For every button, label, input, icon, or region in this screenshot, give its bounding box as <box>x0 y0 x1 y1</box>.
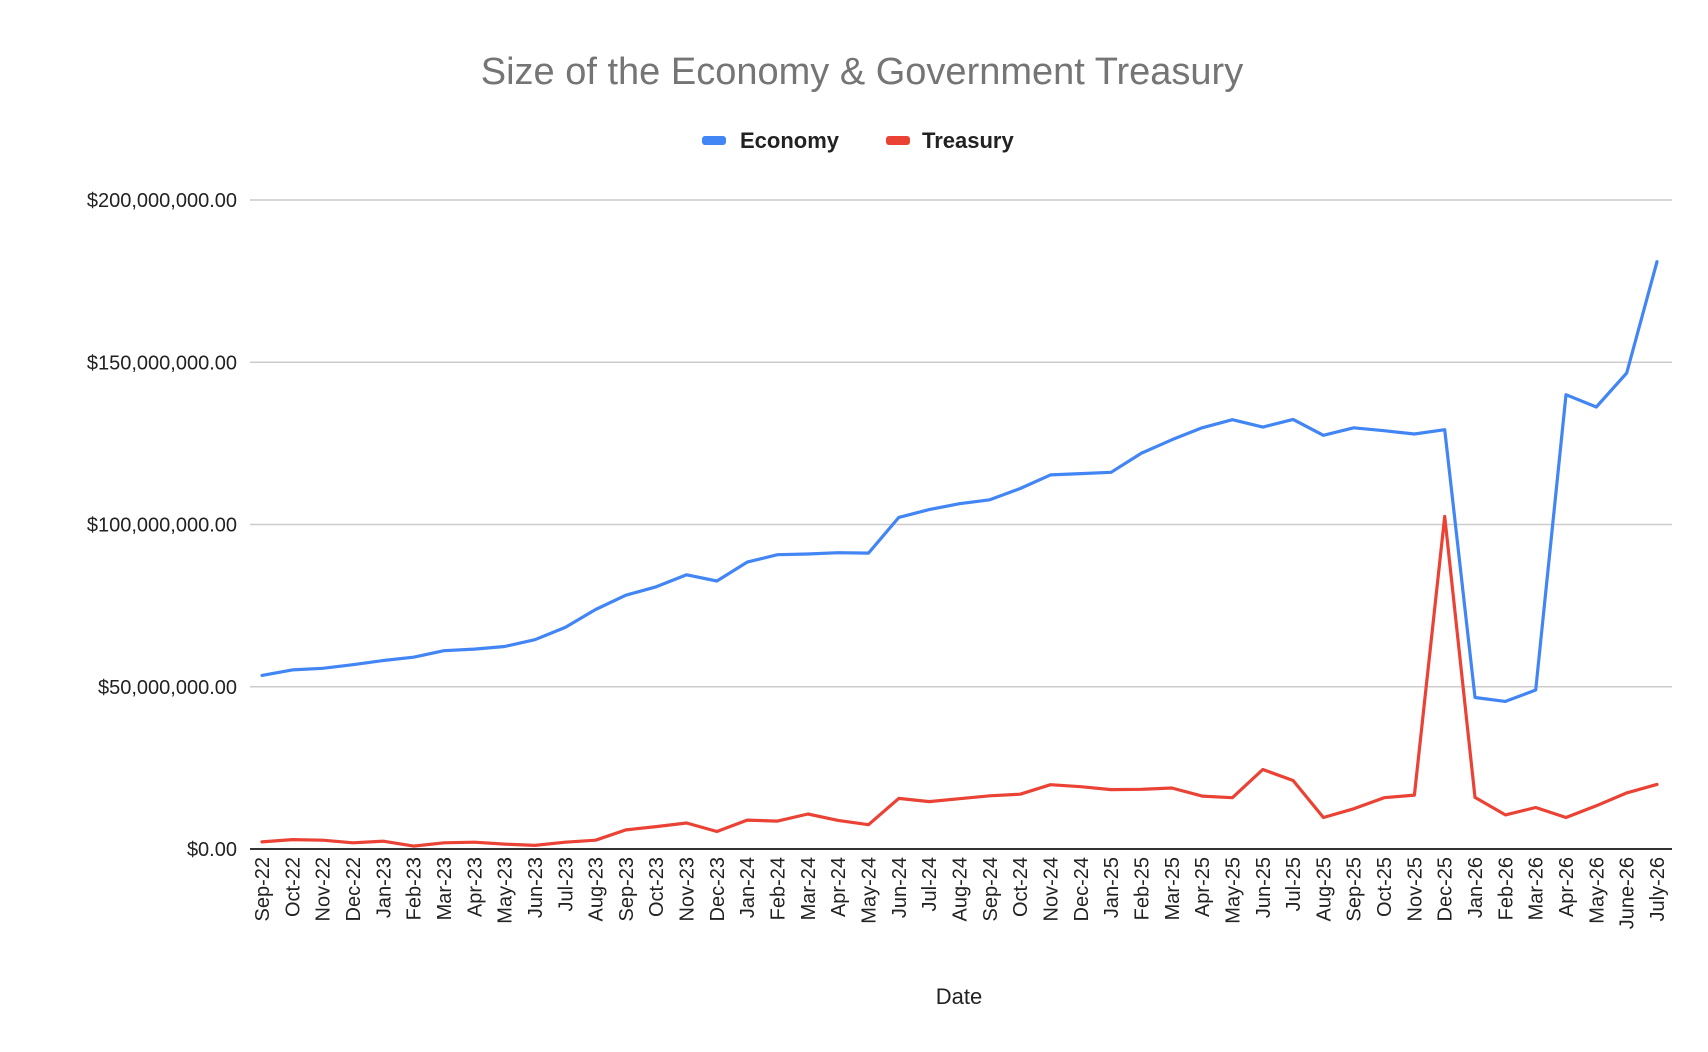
x-tick-label: Dec-25 <box>1435 857 1457 921</box>
x-tick-label: Aug-25 <box>1313 857 1335 922</box>
legend-label-treasury: Treasury <box>922 128 1014 153</box>
x-tick-label: Mar-23 <box>434 857 456 920</box>
x-tick-label: Jan-24 <box>737 857 759 918</box>
x-tick-label: Mar-25 <box>1162 857 1184 920</box>
x-axis-title: Date <box>936 984 982 1009</box>
x-tick-label: Jan-26 <box>1465 857 1487 918</box>
y-tick-label: $150,000,000.00 <box>87 352 237 374</box>
x-tick-label: Jan-23 <box>373 857 395 918</box>
legend: Economy Treasury <box>702 128 1014 153</box>
x-tick-label: Dec-24 <box>1071 857 1093 921</box>
x-tick-label: Jan-25 <box>1101 857 1123 918</box>
x-tick-label: May-26 <box>1586 857 1608 924</box>
x-tick-label: Jul-24 <box>919 857 941 911</box>
x-tick-label: Feb-24 <box>768 857 790 920</box>
series-lines <box>260 260 1659 848</box>
x-tick-label: Feb-23 <box>404 857 426 920</box>
y-tick-label: $0.00 <box>187 839 237 861</box>
legend-swatch-economy <box>702 136 726 145</box>
x-tick-label: Apr-26 <box>1556 857 1578 917</box>
x-tick-label: Aug-23 <box>586 857 608 922</box>
x-tick-label: Dec-23 <box>707 857 729 921</box>
series-line-treasury <box>260 514 1659 848</box>
x-tick-label: Oct-25 <box>1374 857 1396 917</box>
y-axis-ticks: $0.00 $50,000,000.00 $100,000,000.00 $150,0… <box>87 190 237 861</box>
x-tick-label: Sep-23 <box>616 857 638 922</box>
x-tick-label: Jun-23 <box>525 857 547 918</box>
chart-title: Size of the Economy & Government Treasur… <box>481 51 1243 93</box>
x-tick-label: Mar-24 <box>798 857 820 920</box>
legend-label-economy: Economy <box>740 128 840 153</box>
x-tick-label: Feb-25 <box>1131 857 1153 920</box>
x-tick-label: Jul-23 <box>555 857 577 911</box>
x-tick-label: Oct-22 <box>282 857 304 917</box>
x-tick-label: Oct-24 <box>1010 857 1032 917</box>
x-tick-label: Nov-22 <box>313 857 335 921</box>
x-tick-label: Nov-24 <box>1040 857 1062 921</box>
x-tick-label: Sep-25 <box>1344 857 1366 922</box>
series-line-economy <box>260 260 1659 704</box>
x-tick-label: Nov-25 <box>1404 857 1426 921</box>
x-tick-label: Mar-26 <box>1526 857 1548 920</box>
x-tick-label: Dec-22 <box>343 857 365 921</box>
x-tick-label: Jun-25 <box>1253 857 1275 918</box>
x-tick-label: Feb-26 <box>1495 857 1517 920</box>
x-tick-label: Sep-22 <box>252 857 274 922</box>
x-tick-label: Apr-23 <box>464 857 486 917</box>
x-tick-label: July-26 <box>1647 857 1669 921</box>
x-axis-ticks: Sep-22 Oct-22 Nov-22 Dec-22 Jan-23 Feb-23 Mar-… <box>252 857 1669 929</box>
y-tick-label: $100,000,000.00 <box>87 515 237 537</box>
x-tick-label: Oct-23 <box>646 857 668 917</box>
x-tick-label: May-25 <box>1222 857 1244 924</box>
x-tick-label: Nov-23 <box>677 857 699 921</box>
x-tick-label: May-23 <box>495 857 517 924</box>
x-tick-label: Aug-24 <box>950 857 972 922</box>
x-tick-label: Apr-24 <box>828 857 850 917</box>
y-tick-label: $200,000,000.00 <box>87 190 237 212</box>
x-tick-label: May-24 <box>859 857 881 924</box>
legend-swatch-treasury <box>886 136 910 145</box>
x-tick-label: Jul-25 <box>1283 857 1305 911</box>
x-tick-label: Jun-24 <box>889 857 911 918</box>
y-tick-label: $50,000,000.00 <box>98 677 237 699</box>
x-tick-label: Sep-24 <box>980 857 1002 922</box>
gridlines <box>250 199 1672 850</box>
x-tick-label: June-26 <box>1617 857 1639 929</box>
x-tick-label: Apr-25 <box>1192 857 1214 917</box>
